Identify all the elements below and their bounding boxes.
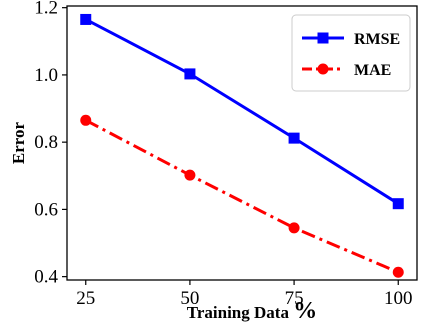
data-point-mae-100 (392, 266, 404, 278)
legend: RMSE MAE (291, 14, 411, 92)
y-tick-label: 0.8 (34, 132, 58, 153)
plot-frame (66, 5, 418, 281)
legend-label-rmse: RMSE (354, 31, 400, 48)
y-tick-label: 1.0 (34, 65, 58, 86)
data-point-rmse-100 (392, 198, 404, 210)
x-axis-label-text: Training Data (187, 303, 290, 322)
x-tick-label: 75 (285, 288, 304, 309)
data-point-mae-25 (80, 114, 92, 126)
x-tick-label: 50 (180, 288, 199, 309)
x-axis-label-suffix: % (293, 298, 317, 323)
legend-label-mae: MAE (354, 62, 391, 79)
plot-area (80, 13, 404, 278)
series-line-mae (85, 118, 399, 274)
data-point-mae-75 (288, 222, 300, 234)
data-point-mae-50 (184, 169, 196, 181)
x-tick-label: 100 (384, 288, 413, 309)
y-axis-label: Error (9, 121, 28, 164)
legend-marker-rmse (317, 32, 329, 44)
data-point-rmse-75 (288, 132, 300, 144)
x-tick-label: 25 (76, 288, 95, 309)
data-point-rmse-25 (80, 13, 92, 25)
series-line-rmse (85, 18, 400, 205)
y-tick-label: 0.4 (34, 267, 58, 288)
y-tick-label: 1.2 (34, 0, 58, 19)
x-axis-label: Training Data % (187, 298, 317, 323)
data-point-rmse-50 (184, 68, 196, 80)
legend-box (291, 14, 411, 92)
legend-marker-mae (317, 63, 329, 75)
axes: 0.4 0.6 0.8 1.0 1.2 25 50 75 100 (34, 0, 418, 309)
y-tick-label: 0.6 (34, 199, 58, 220)
